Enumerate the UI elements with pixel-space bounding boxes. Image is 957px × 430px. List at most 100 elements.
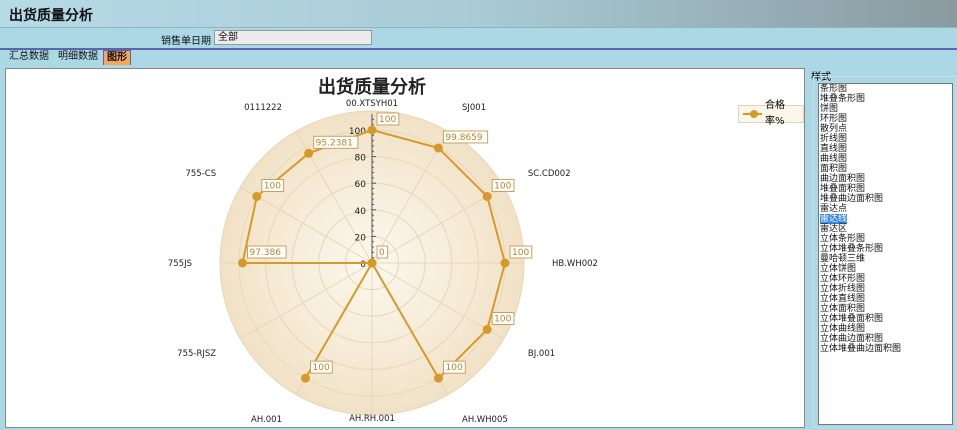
data-label: 100 [379, 115, 396, 125]
data-point [301, 373, 310, 383]
category-label: AH.001 [251, 415, 282, 425]
data-label-box [443, 360, 466, 374]
data-point [434, 373, 443, 383]
data-label: 99.8659 [445, 133, 482, 143]
data-label-box [491, 312, 515, 325]
style-item[interactable]: 立体曲边面积图 [820, 334, 884, 344]
data-label-box [376, 112, 400, 126]
data-point [367, 258, 377, 268]
style-item[interactable]: 堆叠曲边面积图 [820, 194, 884, 204]
style-item[interactable]: 直线图 [820, 144, 848, 154]
style-item[interactable]: 堆叠条形图 [820, 94, 866, 104]
style-item[interactable]: 散列点 [820, 124, 848, 134]
style-item[interactable]: 立体堆叠面积图 [820, 314, 884, 324]
tab-bar: 汇总数据 明细数据 图形 [0, 48, 957, 65]
style-item[interactable]: 立体堆叠条形图 [820, 244, 884, 254]
style-item[interactable]: 立体环形图 [820, 274, 866, 284]
legend[interactable]: 合格率% [738, 100, 804, 127]
data-point [482, 192, 492, 201]
style-item[interactable]: 立体曲线图 [820, 324, 866, 334]
data-label-box [509, 245, 533, 259]
data-point [304, 148, 314, 158]
data-label-box [376, 245, 389, 259]
data-point [237, 258, 247, 268]
data-label: 100 [494, 315, 511, 325]
category-label: 00.XTSYH01 [346, 99, 398, 109]
category-label: 0111222 [244, 103, 282, 113]
legend-label: 合格率% [764, 100, 785, 127]
data-label-box [246, 245, 287, 259]
data-point [500, 258, 510, 268]
style-item[interactable]: 立体条形图 [820, 234, 866, 244]
date-filter-input[interactable]: 全部 [214, 30, 372, 45]
style-item[interactable]: 雷达点 [820, 204, 848, 214]
radar-spoke [371, 186, 504, 264]
data-point [482, 325, 492, 334]
style-item[interactable]: 曲边面积图 [820, 174, 866, 184]
date-filter-label: 销售单日期 [161, 36, 211, 47]
page-title: 出货质量分析 [9, 8, 93, 24]
category-label: BJ.001 [528, 349, 555, 359]
tab-summary[interactable]: 汇总数据 [9, 51, 49, 62]
title-bar: 出货质量分析 [0, 0, 957, 28]
radar-spoke [371, 131, 449, 264]
data-point [252, 192, 262, 201]
style-item[interactable]: 饼图 [820, 104, 839, 114]
style-list[interactable]: 条形图 堆叠条形图 饼图 环形图 散列点 折线图 直线图 曲线图 面积图 曲边面积图 堆叠面积图 堆叠… [818, 83, 953, 425]
radial-tick-label: 60 [355, 180, 367, 190]
style-item[interactable]: 立体面积图 [820, 304, 866, 314]
radial-tick-label: 80 [355, 154, 367, 164]
chart-panel: 0 20 40 60 80 100 100 99.8659 100 100 100 100 0 100 97… [5, 68, 805, 428]
data-label: 100 [313, 363, 330, 373]
style-item[interactable]: 立体折线图 [820, 284, 866, 294]
radial-tick-label: 20 [355, 233, 367, 243]
style-item[interactable]: 立体饼图 [820, 264, 857, 274]
data-label-box [313, 135, 359, 149]
category-label: AH.RH.001 [349, 414, 395, 424]
tab-chart[interactable]: 图形 [103, 50, 131, 65]
category-label: 755-RJSZ [177, 349, 216, 359]
data-label: 0 [379, 248, 385, 258]
category-label: SC.CD002 [528, 169, 571, 179]
data-label-box [310, 360, 333, 374]
style-item[interactable]: 曲线图 [820, 154, 848, 164]
tab-detail[interactable]: 明细数据 [54, 50, 101, 65]
category-label: AH.WH005 [462, 415, 508, 425]
radar-spoke [371, 262, 504, 340]
data-label: 100 [494, 182, 511, 192]
style-group [813, 76, 956, 428]
style-item[interactable]: 雷达区 [820, 224, 848, 234]
data-label: 95.2381 [316, 138, 353, 148]
style-item[interactable]: 立体堆叠曲边面积图 [820, 344, 902, 354]
category-label: SJ001 [462, 103, 486, 113]
data-label-box [261, 179, 285, 192]
style-item[interactable]: 面积图 [820, 164, 848, 174]
legend-marker-icon [743, 110, 762, 118]
radar-chart: 0 20 40 60 80 100 100 99.8659 100 100 100 100 0 100 97… [168, 99, 598, 425]
radial-tick-label: 100 [349, 127, 366, 137]
style-item[interactable]: 曼哈顿三维 [820, 254, 866, 264]
style-item[interactable]: 环形图 [820, 114, 848, 124]
data-label: 97.386 [249, 248, 281, 258]
style-item[interactable]: 堆叠面积图 [820, 184, 866, 194]
data-label: 100 [446, 363, 463, 373]
category-label: 755-CS [185, 169, 216, 179]
style-item[interactable]: 立体直线图 [820, 294, 866, 304]
style-item[interactable]: 折线图 [820, 134, 848, 144]
radial-tick-label: 40 [355, 207, 367, 217]
data-label-box [491, 179, 515, 192]
data-label: 100 [264, 182, 281, 192]
radar-spoke [240, 262, 373, 340]
category-label: 755JS [168, 259, 192, 269]
style-label: 样式 [811, 72, 831, 83]
data-label: 100 [512, 248, 529, 258]
radial-tick-label: 0 [360, 260, 366, 270]
style-item[interactable]: 雷达线 [820, 214, 848, 224]
data-point [433, 143, 443, 153]
style-item[interactable]: 条形图 [820, 84, 848, 94]
chart-title: 出货质量分析 [318, 77, 426, 98]
data-point [367, 125, 377, 135]
radar-spoke [240, 186, 373, 264]
category-label: HB.WH002 [552, 259, 598, 269]
data-label-box [442, 130, 489, 144]
